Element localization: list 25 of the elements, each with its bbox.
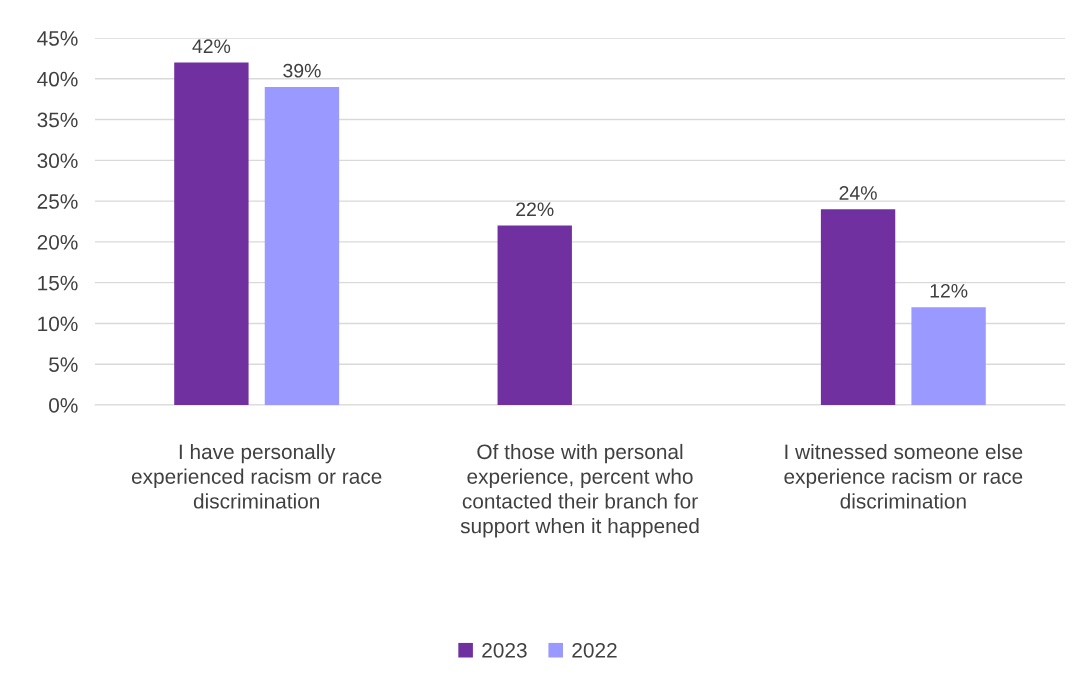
data-label: 39% [283,63,321,78]
bar [174,62,249,405]
y-tick-label: 25% [37,194,78,209]
y-tick-label: 20% [37,234,78,250]
x-tick-label: I have personally experienced racism or race discrimination [131,443,382,509]
y-tick-label: 0% [49,398,78,413]
y-tick-label: 30% [37,153,78,169]
bar [911,307,986,405]
legend-label: 2022 [572,642,617,658]
y-tick-label: 45% [37,31,78,46]
x-tick-label: I witnessed someone else experience racism or race discrimination [784,443,1023,509]
y-tick-label: 10% [38,316,78,332]
y-tick-label: 40% [37,71,78,87]
y-tick-label: 35% [37,112,78,128]
y-tick-label: 5% [49,357,78,372]
data-label: 24% [839,186,877,200]
data-label: 12% [930,283,968,298]
x-tick-label: Of those with personal experience, percent who contacted their branch for support when it happened [460,443,699,538]
bar [497,225,572,405]
bar [264,86,340,405]
y-tick-label: 15% [38,275,78,291]
legend-label: 2023 [482,642,527,658]
bar [820,209,896,405]
data-label: 42% [192,39,231,53]
data-label: 22% [516,202,554,217]
